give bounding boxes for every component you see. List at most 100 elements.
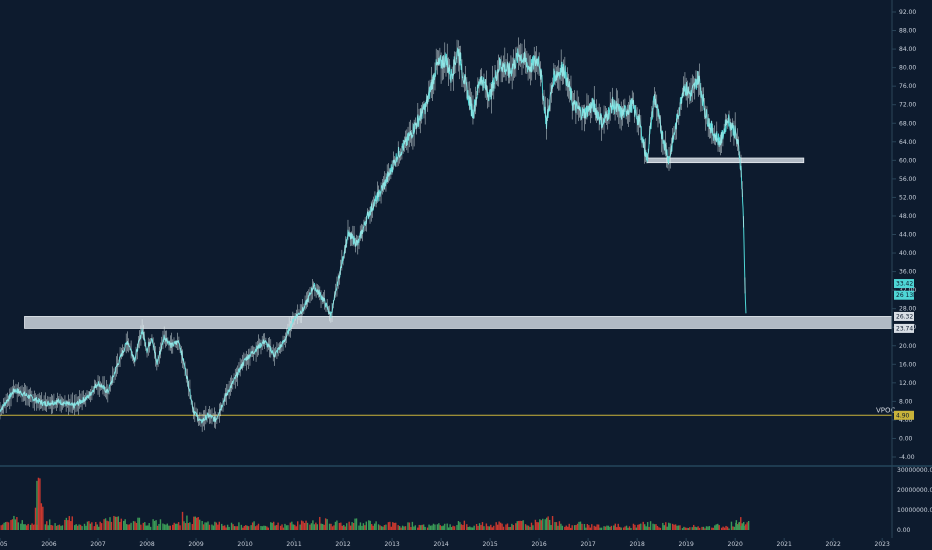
price-tag-label: 26 13h: [896, 292, 917, 299]
price-tag-label: 26.32: [896, 313, 913, 320]
volume-bar: [502, 526, 505, 530]
volume-bar: [746, 522, 748, 530]
volume-bar: [515, 523, 517, 530]
volume-bar: [740, 517, 742, 530]
volume-bar: [343, 525, 345, 530]
time-tick-label: 2021: [777, 541, 792, 548]
volume-bar: [424, 526, 426, 530]
volume-bar: [208, 524, 211, 530]
volume-bar: [349, 525, 352, 530]
volume-bar: [218, 521, 220, 530]
volume-bar: [588, 525, 590, 530]
volume-bar: [516, 521, 518, 530]
volume-bar: [524, 524, 527, 530]
volume-bar: [245, 525, 247, 530]
volume-bar: [375, 521, 377, 530]
volume-bar: [638, 524, 641, 530]
volume-bar: [397, 525, 399, 530]
price-tick-label: 64.00: [899, 139, 916, 146]
volume-bar: [47, 525, 49, 530]
volume-bar: [54, 523, 56, 530]
volume-bar: [708, 526, 711, 530]
volume-bar: [78, 524, 80, 530]
volume-bar: [655, 524, 657, 530]
volume-bar: [204, 522, 206, 530]
volume-bar: [663, 525, 666, 530]
volume-bar: [658, 527, 660, 530]
volume-bar: [207, 521, 209, 530]
volume-bar: [336, 520, 338, 530]
price-tag: [894, 311, 914, 321]
volume-bar: [172, 524, 174, 530]
volume-bar: [123, 520, 125, 530]
price-tick-label: 44.00: [899, 232, 916, 239]
support-zone: [24, 316, 893, 329]
time-tick-label: 2011: [286, 541, 301, 548]
volume-bar: [684, 527, 687, 530]
volume-bar: [297, 521, 299, 530]
price-tag-label: 23.74: [896, 325, 913, 332]
volume-bar: [428, 524, 430, 530]
volume-bar: [49, 519, 51, 530]
volume-bar: [604, 526, 607, 530]
price-tick-label: 88.00: [899, 28, 916, 35]
volume-bar: [267, 527, 269, 530]
volume-bar: [627, 527, 629, 530]
volume-bar: [545, 517, 548, 530]
volume-bar: [738, 521, 740, 530]
volume-bar: [565, 525, 567, 530]
price-tick-label: 76.00: [899, 83, 916, 90]
volume-bar: [379, 525, 381, 530]
volume-bar: [744, 524, 747, 530]
volume-bar: [235, 526, 237, 530]
volume-bar: [481, 522, 484, 530]
volume-bar: [270, 522, 272, 530]
volume-bar: [254, 526, 257, 530]
price-tag-label: 33.42: [896, 281, 913, 288]
volume-bar: [263, 525, 265, 530]
volume-bar: [540, 520, 542, 530]
volume-bar: [596, 524, 598, 530]
volume-bar: [447, 527, 450, 530]
volume-bar: [593, 525, 595, 530]
volume-bar: [418, 524, 420, 530]
volume-bar: [401, 525, 404, 530]
time-tick-label: 2012: [335, 541, 350, 548]
volume-bar: [83, 523, 86, 530]
volume-bar: [305, 520, 307, 530]
volume-tick-label: 0.00: [897, 527, 911, 534]
volume-bar: [17, 522, 20, 530]
volume-bar: [253, 521, 255, 530]
volume-bar: [303, 522, 306, 530]
volume-bar: [93, 526, 96, 530]
volume-bar: [387, 522, 390, 530]
volume-bar: [344, 526, 346, 530]
volume-bar: [483, 526, 485, 530]
volume-bar: [358, 525, 360, 530]
volume-bar: [576, 523, 579, 530]
volume-bar: [389, 521, 391, 530]
volume-bar: [632, 523, 635, 530]
volume-bar: [221, 523, 223, 530]
volume-bar: [368, 520, 370, 530]
price-tick-label: 28.00: [899, 306, 916, 313]
price-tick-label: 16.00: [899, 361, 916, 368]
volume-bar: [701, 526, 703, 530]
time-tick-label: 2014: [433, 541, 448, 548]
volume-bar: [324, 518, 327, 530]
volume-bar: [110, 521, 113, 530]
price-tick-label: 0.00: [899, 435, 913, 442]
volume-bar: [95, 521, 97, 530]
volume-bar: [65, 517, 68, 530]
volume-bar: [594, 526, 597, 530]
volume-bar: [140, 524, 142, 530]
volume-bar: [606, 525, 608, 530]
volume-bar: [51, 525, 54, 530]
volume-bar: [223, 525, 226, 530]
volume-bar: [152, 519, 154, 530]
volume-bar: [490, 524, 492, 530]
volume-bar: [520, 520, 523, 530]
time-tick-label: 2008: [139, 541, 154, 548]
volume-bar: [272, 521, 275, 530]
